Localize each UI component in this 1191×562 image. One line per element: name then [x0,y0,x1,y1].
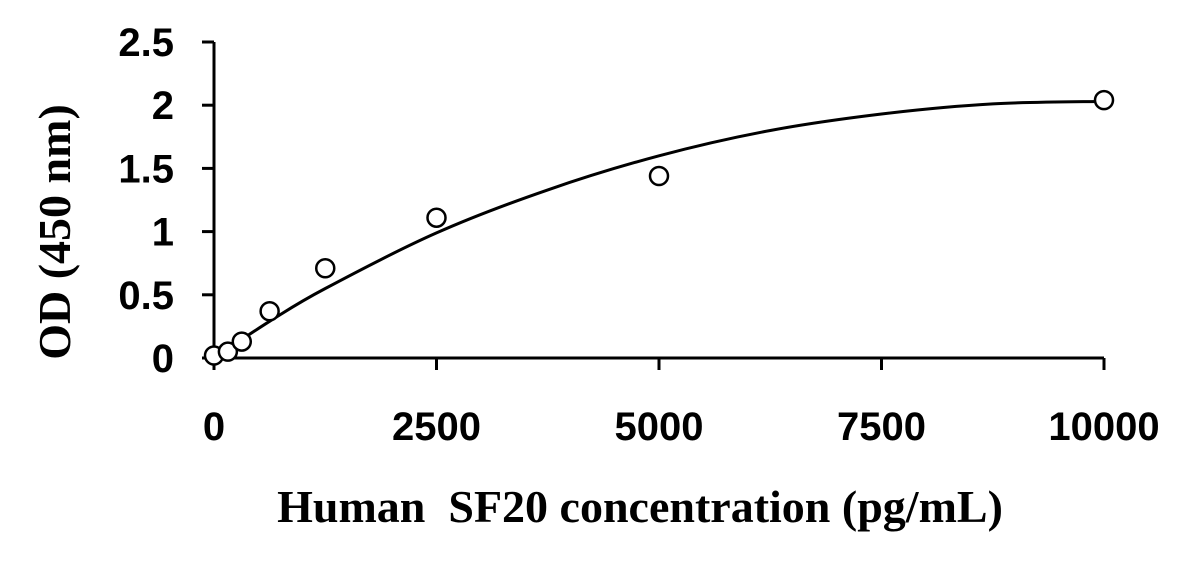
y-ticks: 0 0.5 1 1.5 2 2.5 [118,21,214,381]
y-axis-title: OD (450 nm) [29,104,80,360]
data-point [231,331,253,352]
data-point [217,341,239,362]
x-tick-label: 0 [203,405,225,449]
data-point [315,258,336,279]
y-tick-label: 0.5 [118,274,174,318]
y-tick-label: 1.5 [118,147,174,191]
y-tick-label: 2 [152,84,174,128]
fit-layer [213,99,1105,360]
points-layer [203,89,1115,366]
data-point [426,207,447,228]
x-axis-title: Human SF20 concentration (pg/mL) [277,481,1003,532]
x-ticks: 0 2500 5000 7500 10000 [203,358,1160,449]
y-tick-label: 2.5 [118,21,174,65]
data-point [648,165,670,187]
x-tick-label: 7500 [837,405,926,449]
data-point [259,300,280,322]
data-point [1093,89,1115,111]
fit-curve [213,99,1105,360]
x-tick-label: 10000 [1048,405,1159,449]
x-tick-label: 5000 [615,405,704,449]
x-tick-label: 2500 [392,405,481,449]
y-tick-label: 1 [152,211,174,255]
y-tick-label: 0 [152,337,174,381]
axes [212,42,1104,360]
